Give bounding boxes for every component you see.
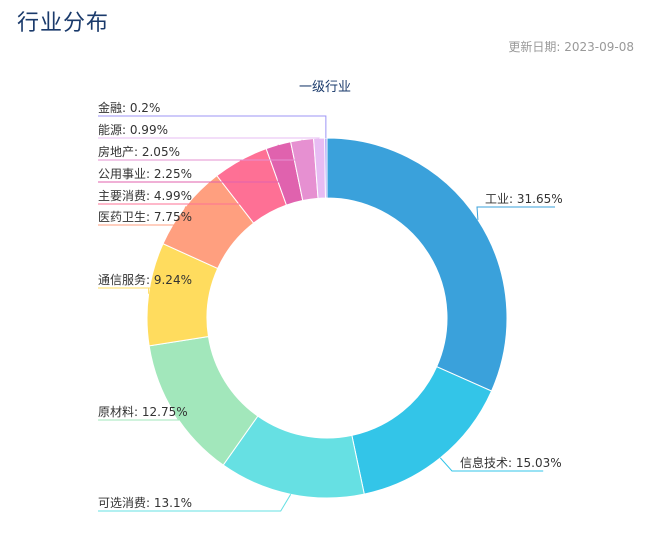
leader-line-10 bbox=[98, 115, 327, 139]
slice-label-4: 通信服务: 9.24% bbox=[98, 272, 192, 287]
update-date: 更新日期: 2023-09-08 bbox=[508, 38, 634, 55]
slice-label-0: 工业: 31.65% bbox=[485, 192, 563, 206]
slice-0[interactable] bbox=[326, 137, 508, 392]
leader-line-1 bbox=[439, 457, 544, 472]
slice-label-2: 可选消费: 13.1% bbox=[98, 496, 192, 510]
leader-line-4 bbox=[98, 287, 179, 294]
leader-line-8 bbox=[98, 139, 303, 161]
chart-title: 一级行业 bbox=[298, 80, 351, 95]
slice-label-1: 信息技术: 15.03% bbox=[460, 455, 562, 470]
slice-label-7: 公用事业: 2.25% bbox=[98, 167, 192, 181]
slice-1[interactable] bbox=[351, 366, 493, 495]
update-label: 更新日期: bbox=[508, 40, 561, 54]
leader-line-3 bbox=[98, 412, 180, 421]
leader-line-7 bbox=[98, 144, 279, 183]
slice-label-10: 金融: 0.2% bbox=[98, 100, 160, 115]
slice-label-5: 医药卫生: 7.75% bbox=[98, 210, 192, 224]
leader-line-0 bbox=[476, 206, 555, 220]
leader-line-5 bbox=[98, 206, 187, 226]
slice-label-3: 原材料: 12.75% bbox=[98, 405, 188, 419]
slice-label-9: 能源: 0.99% bbox=[98, 123, 168, 137]
slice-10[interactable] bbox=[324, 137, 328, 199]
slice-label-8: 房地产: 2.05% bbox=[98, 144, 180, 159]
slice-label-6: 主要消费: 4.99% bbox=[98, 189, 192, 203]
update-value: 2023-09-08 bbox=[564, 40, 634, 54]
page-title: 行业分布 bbox=[17, 11, 110, 36]
leader-line-2 bbox=[98, 494, 292, 512]
leader-line-6 bbox=[98, 160, 241, 205]
